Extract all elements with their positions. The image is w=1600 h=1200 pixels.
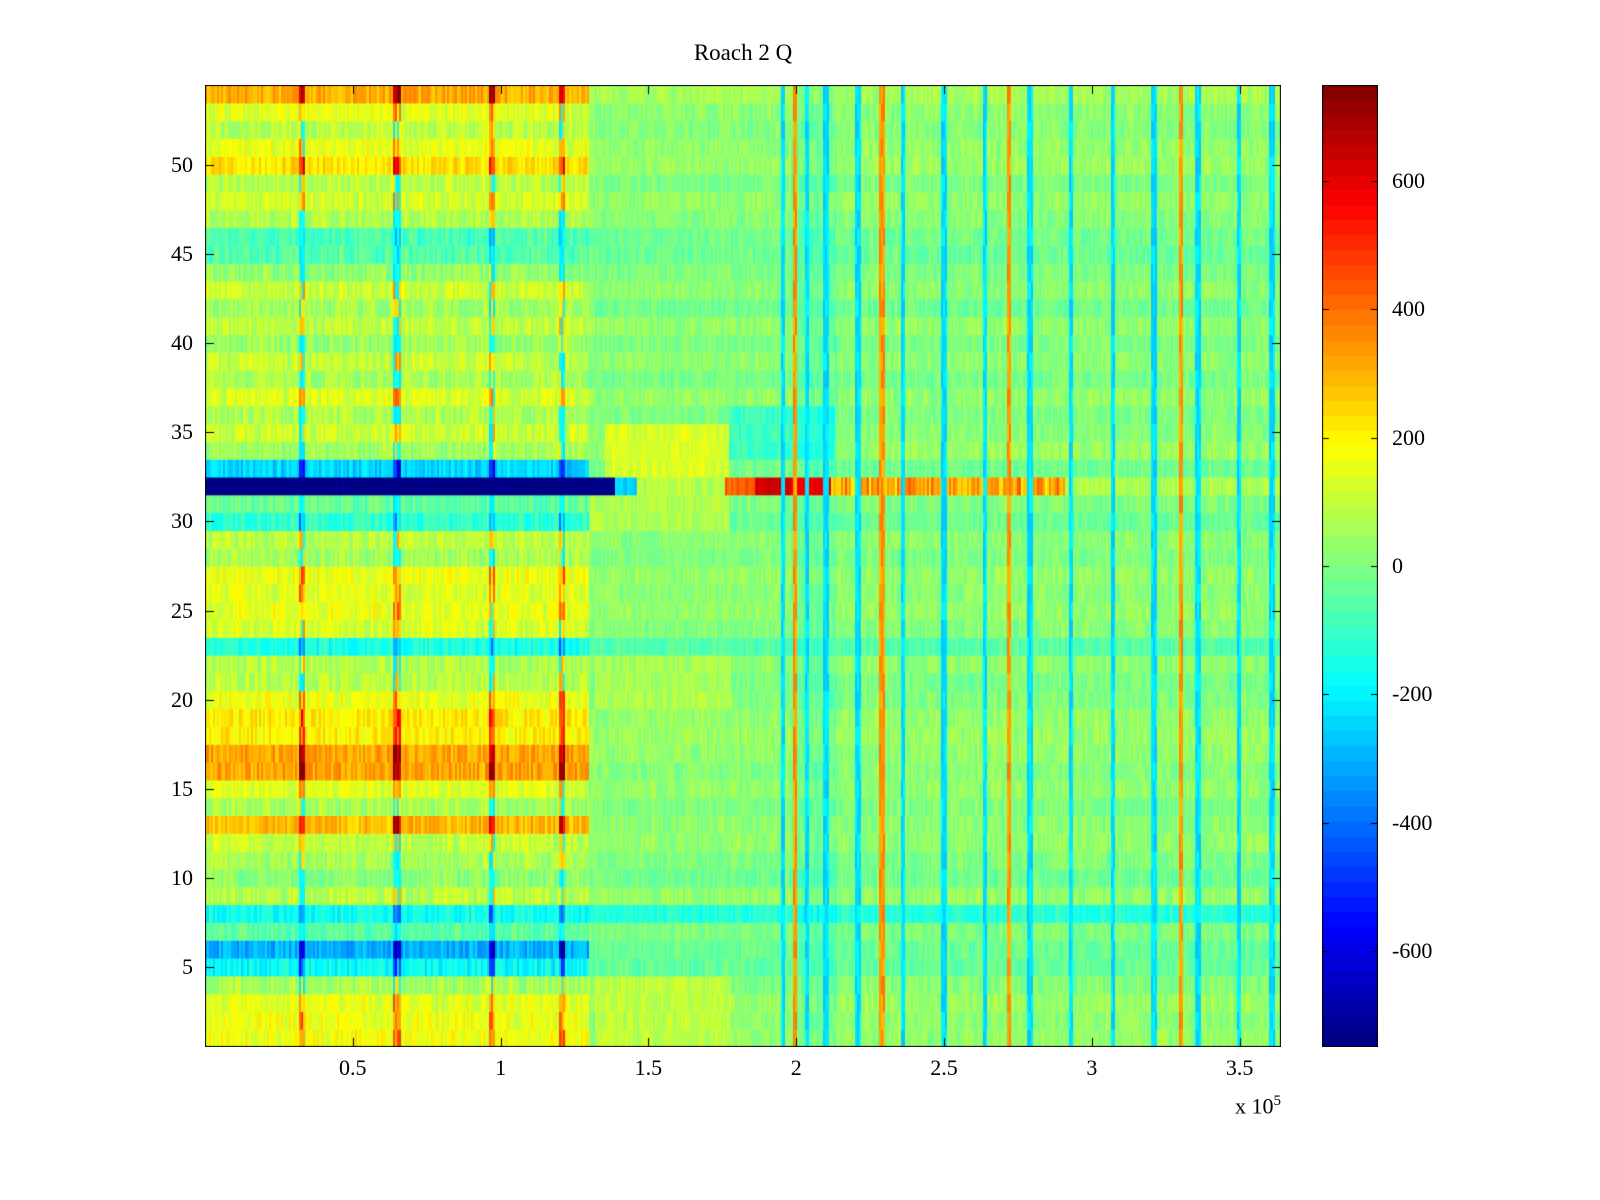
y-tick-label: 45 bbox=[171, 241, 193, 267]
chart-title: Roach 2 Q bbox=[693, 40, 793, 65]
colorbar-tick-label: 400 bbox=[1392, 296, 1425, 322]
x-tick-label: 2.5 bbox=[930, 1055, 958, 1080]
heatmap-canvas bbox=[205, 85, 1281, 1047]
x-tick-label: 1 bbox=[495, 1055, 507, 1080]
colorbar-canvas bbox=[1322, 85, 1378, 1047]
colorbar-tick-label: 0 bbox=[1392, 553, 1403, 578]
x-axis-exponent-label: x 105 bbox=[1081, 1093, 1281, 1119]
y-tick-label: 50 bbox=[171, 152, 193, 178]
y-tick-label: 40 bbox=[171, 330, 193, 356]
exponent-prefix: x 10 bbox=[1235, 1093, 1274, 1119]
colorbar-tick-labels: 600 400 200 0 -200 -400 -600 bbox=[1392, 85, 1482, 1047]
colorbar-tick-label: -600 bbox=[1392, 937, 1433, 963]
y-axis-tick-labels: 5 10 15 20 25 30 35 40 45 50 bbox=[108, 85, 193, 1047]
y-tick-label: 20 bbox=[171, 686, 193, 712]
x-tick-label: 3.5 bbox=[1225, 1055, 1254, 1080]
x-tick-label: 1.5 bbox=[634, 1055, 663, 1080]
y-tick-label: 15 bbox=[171, 775, 193, 801]
y-tick-label: 5 bbox=[182, 953, 193, 979]
colorbar-tick-label: 200 bbox=[1392, 424, 1425, 450]
y-tick-label: 35 bbox=[171, 419, 193, 445]
colorbar-tick-label: 600 bbox=[1392, 168, 1425, 194]
x-tick-label: 3 bbox=[1086, 1055, 1098, 1080]
y-tick-label: 30 bbox=[171, 508, 193, 534]
colorbar-tick-label: -400 bbox=[1392, 809, 1433, 835]
x-axis-tick-labels: 0.5 1 1.5 2 2.5 3 3.5 bbox=[205, 1055, 1281, 1087]
x-tick-label: 0.5 bbox=[339, 1055, 367, 1080]
y-tick-label: 25 bbox=[171, 597, 193, 623]
exponent-value: 5 bbox=[1273, 1093, 1282, 1109]
x-tick-label: 2 bbox=[790, 1055, 802, 1080]
y-tick-label: 10 bbox=[171, 864, 193, 890]
colorbar-tick-label: -200 bbox=[1392, 681, 1433, 707]
